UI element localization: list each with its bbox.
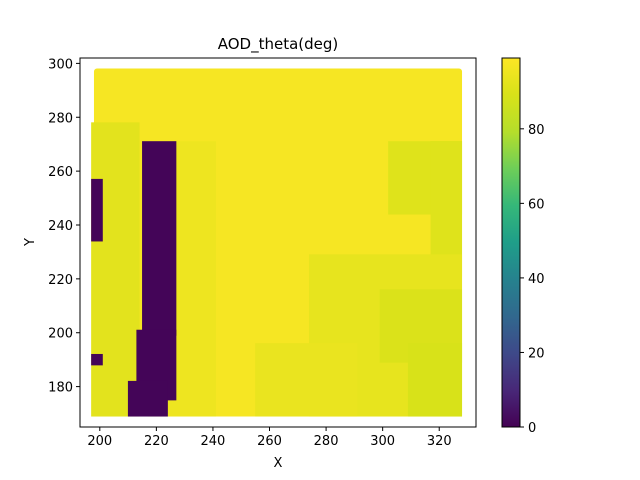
heatmap-region	[91, 122, 140, 417]
heatmap-region	[91, 353, 103, 366]
x-tick-label: 200	[87, 434, 112, 449]
y-tick-label: 200	[48, 327, 73, 342]
colorbar	[501, 57, 521, 428]
colorbar-tick-label: 40	[528, 272, 545, 287]
heatmap-area	[91, 68, 463, 417]
y-tick-label: 260	[48, 165, 73, 180]
heatmap-region	[142, 141, 177, 336]
heatmap-region	[127, 380, 168, 417]
heatmap-region	[91, 178, 103, 242]
x-axis-ticks: 200 220 240 260 280 300 320	[87, 427, 452, 449]
x-axis-label: X	[274, 456, 283, 471]
plot-frame	[79, 57, 477, 428]
y-tick-label: 300	[48, 57, 73, 72]
heatmap-region	[430, 141, 463, 277]
x-tick-label: 240	[201, 434, 226, 449]
x-tick-label: 320	[427, 434, 452, 449]
colorbar-tick-label: 20	[528, 346, 545, 361]
heatmap-region	[255, 343, 358, 417]
heatmap-region	[407, 343, 463, 417]
chart-title: AOD_theta(deg)	[218, 35, 339, 54]
y-axis-label: Y	[23, 238, 38, 247]
colorbar-tick-label: 80	[528, 123, 545, 138]
x-tick-label: 260	[257, 434, 282, 449]
y-axis-ticks: 180 200 220 240 260 280 300	[48, 57, 80, 396]
colorbar-tick-label: 0	[528, 421, 536, 436]
y-tick-label: 220	[48, 273, 73, 288]
y-tick-label: 240	[48, 219, 73, 234]
y-tick-label: 180	[48, 381, 73, 396]
x-tick-label: 280	[314, 434, 339, 449]
colorbar-tick-label: 60	[528, 197, 545, 212]
y-tick-label: 280	[48, 111, 73, 126]
colorbar-ticks: 0 20 40 60 80	[520, 123, 545, 436]
x-tick-label: 220	[144, 434, 169, 449]
x-tick-label: 300	[370, 434, 395, 449]
